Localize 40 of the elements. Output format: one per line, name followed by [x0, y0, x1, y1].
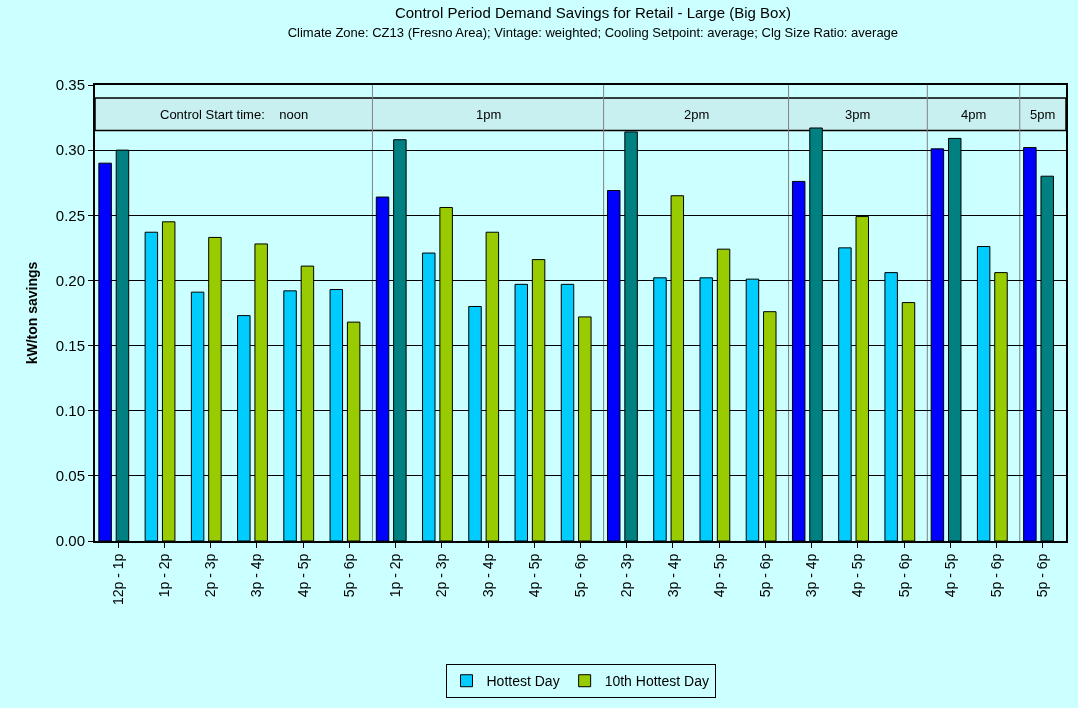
x-tick-label: 2p - 3p [202, 553, 219, 598]
annotation: 2pm [684, 107, 710, 122]
x-tick-label: 1p - 2p [387, 553, 404, 598]
x-tick-label: 4p - 5p [294, 553, 311, 598]
x-tick-label: 5p - 6p [572, 553, 589, 598]
annotation: 5pm [1030, 107, 1056, 122]
y-tick-label: 0.20 [55, 271, 85, 289]
x-tick-label: 1p - 2p [155, 553, 172, 598]
x-tick-label: 5p - 6p [895, 553, 912, 598]
x-tick-label: 3p - 4p [248, 553, 265, 598]
y-tick-label: 0.05 [55, 467, 85, 485]
y-tick-label: 0.10 [55, 401, 85, 419]
x-tick-label: 3p - 4p [803, 553, 820, 598]
x-tick-label: 5p - 6p [757, 553, 773, 598]
y-tick-label: 0.00 [55, 532, 85, 550]
annotation: 3pm [845, 107, 871, 122]
x-tick-label: 5p - 6p [1034, 553, 1051, 598]
x-tick-label: 5p - 6p [988, 553, 1005, 598]
x-tick-label: 4p - 5p [849, 553, 866, 598]
x-tick-label: 12p - 1p [109, 553, 126, 605]
x-tick-label: 2p - 3p [433, 553, 450, 598]
y-tick-label: 0.30 [55, 141, 85, 159]
legend-label: 10th Hottest Day [604, 673, 709, 690]
x-tick-label: 4p - 5p [941, 553, 958, 598]
annotation: Control Start time: noon [160, 107, 309, 122]
x-tick-label: 4p - 5p [525, 553, 542, 598]
y-tick-label: 0.25 [55, 206, 85, 224]
x-tick-label: 2p - 3p [618, 553, 635, 598]
legend-label: Hottest Day [486, 673, 560, 690]
annotation: 4pm [961, 107, 987, 122]
x-tick-label: 5p - 6p [340, 553, 357, 598]
chart-subtitle: Climate Zone: CZ13 (Fresno Area); Vintage: weighted; Cooling Setpoint: average; Clg Size Ratio: average [287, 25, 899, 41]
y-tick-label: 0.15 [55, 336, 85, 354]
x-tick-label: 3p - 4p [664, 553, 681, 598]
y-axis-title: kW/ton savings [23, 261, 40, 365]
chart-title: Control Period Demand Savings for Retail - Large (Big Box) [394, 3, 791, 21]
annotation: 1pm [476, 107, 502, 122]
x-tick-label: 4p - 5p [710, 553, 727, 598]
x-tick-label: 3p - 4p [479, 553, 496, 598]
y-tick-label: 0.35 [55, 76, 85, 94]
